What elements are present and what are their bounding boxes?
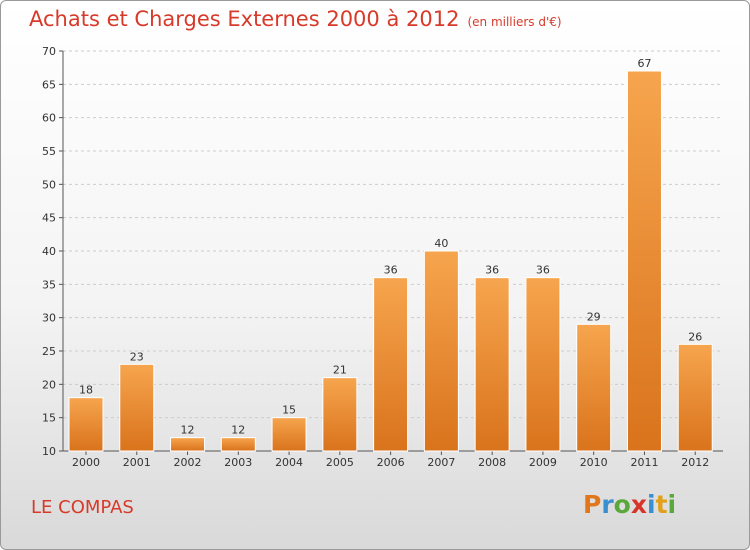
bar-2006: [373, 277, 409, 452]
value-label-2005: 21: [333, 364, 347, 377]
brand-letter: i: [647, 490, 656, 519]
x-tick-label-2008: 2008: [478, 456, 506, 469]
bar-2004: [271, 417, 307, 452]
bar-2003: [220, 437, 256, 452]
value-label-2009: 36: [536, 264, 550, 277]
bar-2012: [677, 343, 713, 452]
value-label-2003: 12: [231, 424, 245, 437]
x-tick-label-2009: 2009: [529, 456, 557, 469]
brand-letter: P: [583, 490, 602, 519]
value-label-2007: 40: [434, 237, 448, 250]
value-label-2002: 12: [181, 424, 195, 437]
y-tick-label: 55: [42, 145, 56, 158]
bar-2007: [423, 250, 459, 452]
value-label-2012: 26: [688, 330, 702, 343]
y-tick-label: 10: [42, 445, 56, 458]
value-label-2008: 36: [485, 264, 499, 277]
y-tick-label: 45: [42, 212, 56, 225]
y-tick-label: 30: [42, 312, 56, 325]
bars: [68, 70, 713, 452]
bar-2010: [576, 323, 612, 452]
brand-logo: Proxiti: [583, 490, 676, 519]
x-tick-label-2004: 2004: [275, 456, 303, 469]
y-tick-label: 65: [42, 78, 56, 91]
chart-title: Achats et Charges Externes 2000 à 2012 (e…: [29, 7, 562, 31]
x-tick-label-2003: 2003: [224, 456, 252, 469]
x-tick-label-2012: 2012: [681, 456, 709, 469]
bar-2008: [474, 277, 510, 452]
y-tick-label: 70: [42, 45, 56, 58]
value-label-2011: 67: [637, 57, 651, 70]
commune-name: LE COMPAS: [31, 497, 134, 518]
y-tick-label: 25: [42, 345, 56, 358]
value-label-2004: 15: [282, 404, 296, 417]
labels: 10 15 20 25 30 35 40 45 50 55 60 65 70 18 2000 23 2001 12…: [42, 45, 709, 469]
x-tick-label-2011: 2011: [630, 456, 658, 469]
brand-letter: x: [630, 490, 647, 519]
brand-letter: i: [667, 490, 677, 519]
x-tick-label-2001: 2001: [123, 456, 151, 469]
y-tick-label: 35: [42, 278, 56, 291]
bar-2009: [525, 277, 561, 452]
value-label-2000: 18: [79, 384, 93, 397]
x-tick-label-2010: 2010: [580, 456, 608, 469]
y-tick-label: 15: [42, 412, 56, 425]
value-label-2006: 36: [384, 264, 398, 277]
brand-letter: o: [613, 490, 631, 519]
bar-2002: [170, 437, 206, 452]
x-tick-label-2007: 2007: [427, 456, 455, 469]
bar-2005: [322, 377, 358, 452]
value-label-2010: 29: [587, 310, 601, 323]
bar-2011: [626, 70, 662, 452]
chart-title-text: Achats et Charges Externes 2000 à 2012: [29, 7, 460, 31]
x-tick-label-2005: 2005: [326, 456, 354, 469]
brand-letter: r: [601, 490, 614, 519]
x-tick-label-2006: 2006: [377, 456, 405, 469]
y-tick-label: 50: [42, 178, 56, 191]
x-tick-label-2002: 2002: [174, 456, 202, 469]
bar-2001: [119, 363, 155, 452]
chart-subtitle: (en milliers d'€): [467, 15, 562, 29]
x-tick-label-2000: 2000: [72, 456, 100, 469]
y-tick-label: 40: [42, 245, 56, 258]
bar-2000: [68, 397, 104, 452]
brand-letter: t: [655, 490, 668, 519]
value-label-2001: 23: [130, 350, 144, 363]
y-tick-label: 20: [42, 378, 56, 391]
y-tick-label: 60: [42, 112, 56, 125]
